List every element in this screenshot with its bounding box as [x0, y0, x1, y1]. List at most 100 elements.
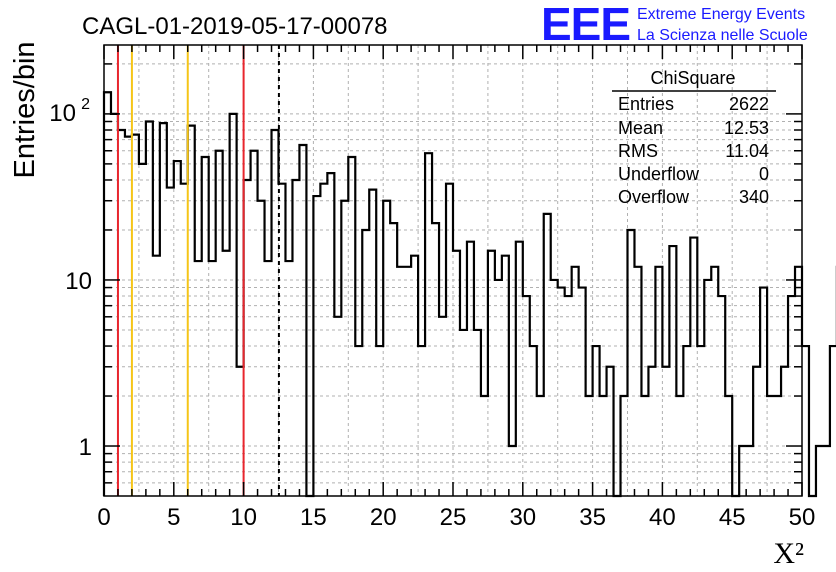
histogram-bin [195, 261, 202, 496]
histogram-bin [397, 267, 404, 496]
histogram-bin [746, 446, 753, 496]
stats-label-rms: RMS [618, 141, 658, 161]
histogram-bin [676, 396, 683, 496]
histogram-bin [258, 201, 265, 496]
histogram-bin [251, 151, 258, 496]
histogram-bin [265, 261, 272, 496]
histogram-bin [753, 367, 760, 496]
histogram-bin [634, 267, 641, 496]
logo-line2: La Scienza nelle Scuole [637, 27, 808, 44]
histogram-bin [272, 130, 279, 496]
histogram-bin [816, 446, 823, 496]
histogram-bin [167, 188, 174, 496]
histogram-bin [621, 396, 628, 496]
histogram-bin [830, 346, 836, 496]
chart-title: CAGL-01-2019-05-17-00078 [82, 13, 388, 40]
stats-name: ChiSquare [650, 68, 735, 88]
x-axis-label: X² [773, 537, 804, 570]
y-tick-exponent: 2 [81, 96, 90, 113]
histogram-bin [313, 196, 320, 496]
histogram-bin [369, 190, 376, 496]
x-tick-label: 40 [649, 504, 676, 531]
logo-line1: Extreme Energy Events [637, 6, 805, 23]
histogram-bin [237, 367, 244, 496]
x-tick-label: 50 [789, 504, 816, 531]
histogram-bin [739, 446, 746, 496]
y-axis-label: Entries/bin [9, 41, 41, 178]
histogram-bin [320, 184, 327, 496]
x-tick-label: 35 [579, 504, 606, 531]
histogram-bin [683, 346, 690, 496]
histogram-bin [104, 92, 111, 496]
histogram-bin [537, 396, 544, 496]
histogram-bin [516, 242, 523, 496]
histogram-bin [432, 223, 439, 496]
histogram-bin [327, 173, 334, 496]
logo-mark: EEE [541, 0, 630, 50]
histogram-bin [383, 201, 390, 496]
stats-label-underflow: Underflow [618, 164, 700, 184]
histogram-bin [523, 296, 530, 496]
y-tick-label: 1 [79, 434, 92, 461]
histogram-bin [655, 267, 662, 496]
stats-label-mean: Mean [618, 118, 663, 138]
x-tick-label: 20 [370, 504, 397, 531]
histogram-bin [223, 251, 230, 496]
histogram-bin [600, 396, 607, 496]
stats-label-entries: Entries [618, 94, 674, 114]
x-tick-label: 30 [509, 504, 536, 531]
x-tick-label: 10 [230, 504, 257, 531]
histogram-bin [593, 346, 600, 496]
histogram-bin [188, 126, 195, 496]
histogram-bin [146, 122, 153, 496]
y-tick-label: 10 [49, 100, 76, 127]
histogram-bin [474, 330, 481, 496]
histogram-bin [411, 256, 418, 496]
x-tick-label: 45 [719, 504, 746, 531]
histogram-bin [760, 288, 767, 496]
histogram-bin [802, 346, 809, 496]
stats-box: ChiSquare Entries 2622 Mean 12.53 RMS 11… [612, 68, 776, 207]
stats-value-entries: 2622 [729, 94, 769, 114]
histogram-bin [509, 446, 516, 496]
histogram-bin [711, 267, 718, 496]
histogram-bin [125, 137, 132, 496]
histogram-bin [453, 251, 460, 496]
stats-value-overflow: 340 [739, 187, 769, 207]
histogram-bin [481, 396, 488, 496]
histogram-bin [572, 267, 579, 496]
histogram-bin [628, 230, 635, 496]
histogram-bin [544, 214, 551, 496]
histogram-bin [153, 256, 160, 496]
histogram-bin [788, 296, 795, 496]
x-tick-label: 5 [167, 504, 180, 531]
histogram-bin [551, 280, 558, 496]
x-tick-label: 0 [97, 504, 110, 531]
histogram-bin [230, 114, 237, 496]
stats-value-mean: 12.53 [724, 118, 769, 138]
histogram-bin [641, 396, 648, 496]
histogram-bin [586, 396, 593, 496]
histogram-bin [118, 130, 125, 496]
histogram-bin [202, 157, 209, 496]
histogram-bin [662, 367, 669, 496]
histogram-bin [579, 288, 586, 496]
stats-label-overflow: Overflow [618, 187, 690, 207]
histogram-bin [216, 151, 223, 496]
histogram-bin [181, 184, 188, 496]
histogram-bin [718, 296, 725, 496]
histogram-bin [767, 396, 774, 496]
stats-value-underflow: 0 [759, 164, 769, 184]
histogram-bin [565, 296, 572, 496]
histogram-bin [390, 223, 397, 496]
histogram-bin [439, 317, 446, 496]
histogram-bin [292, 180, 299, 496]
histogram-bin [404, 267, 411, 496]
histogram-bin [376, 346, 383, 496]
histogram-bin [781, 367, 788, 496]
eee-logo: EEE Extreme Energy Events La Scienza nel… [541, 0, 808, 50]
histogram-bin [139, 164, 146, 496]
reference-lines [116, 45, 280, 496]
x-tick-label: 15 [300, 504, 327, 531]
